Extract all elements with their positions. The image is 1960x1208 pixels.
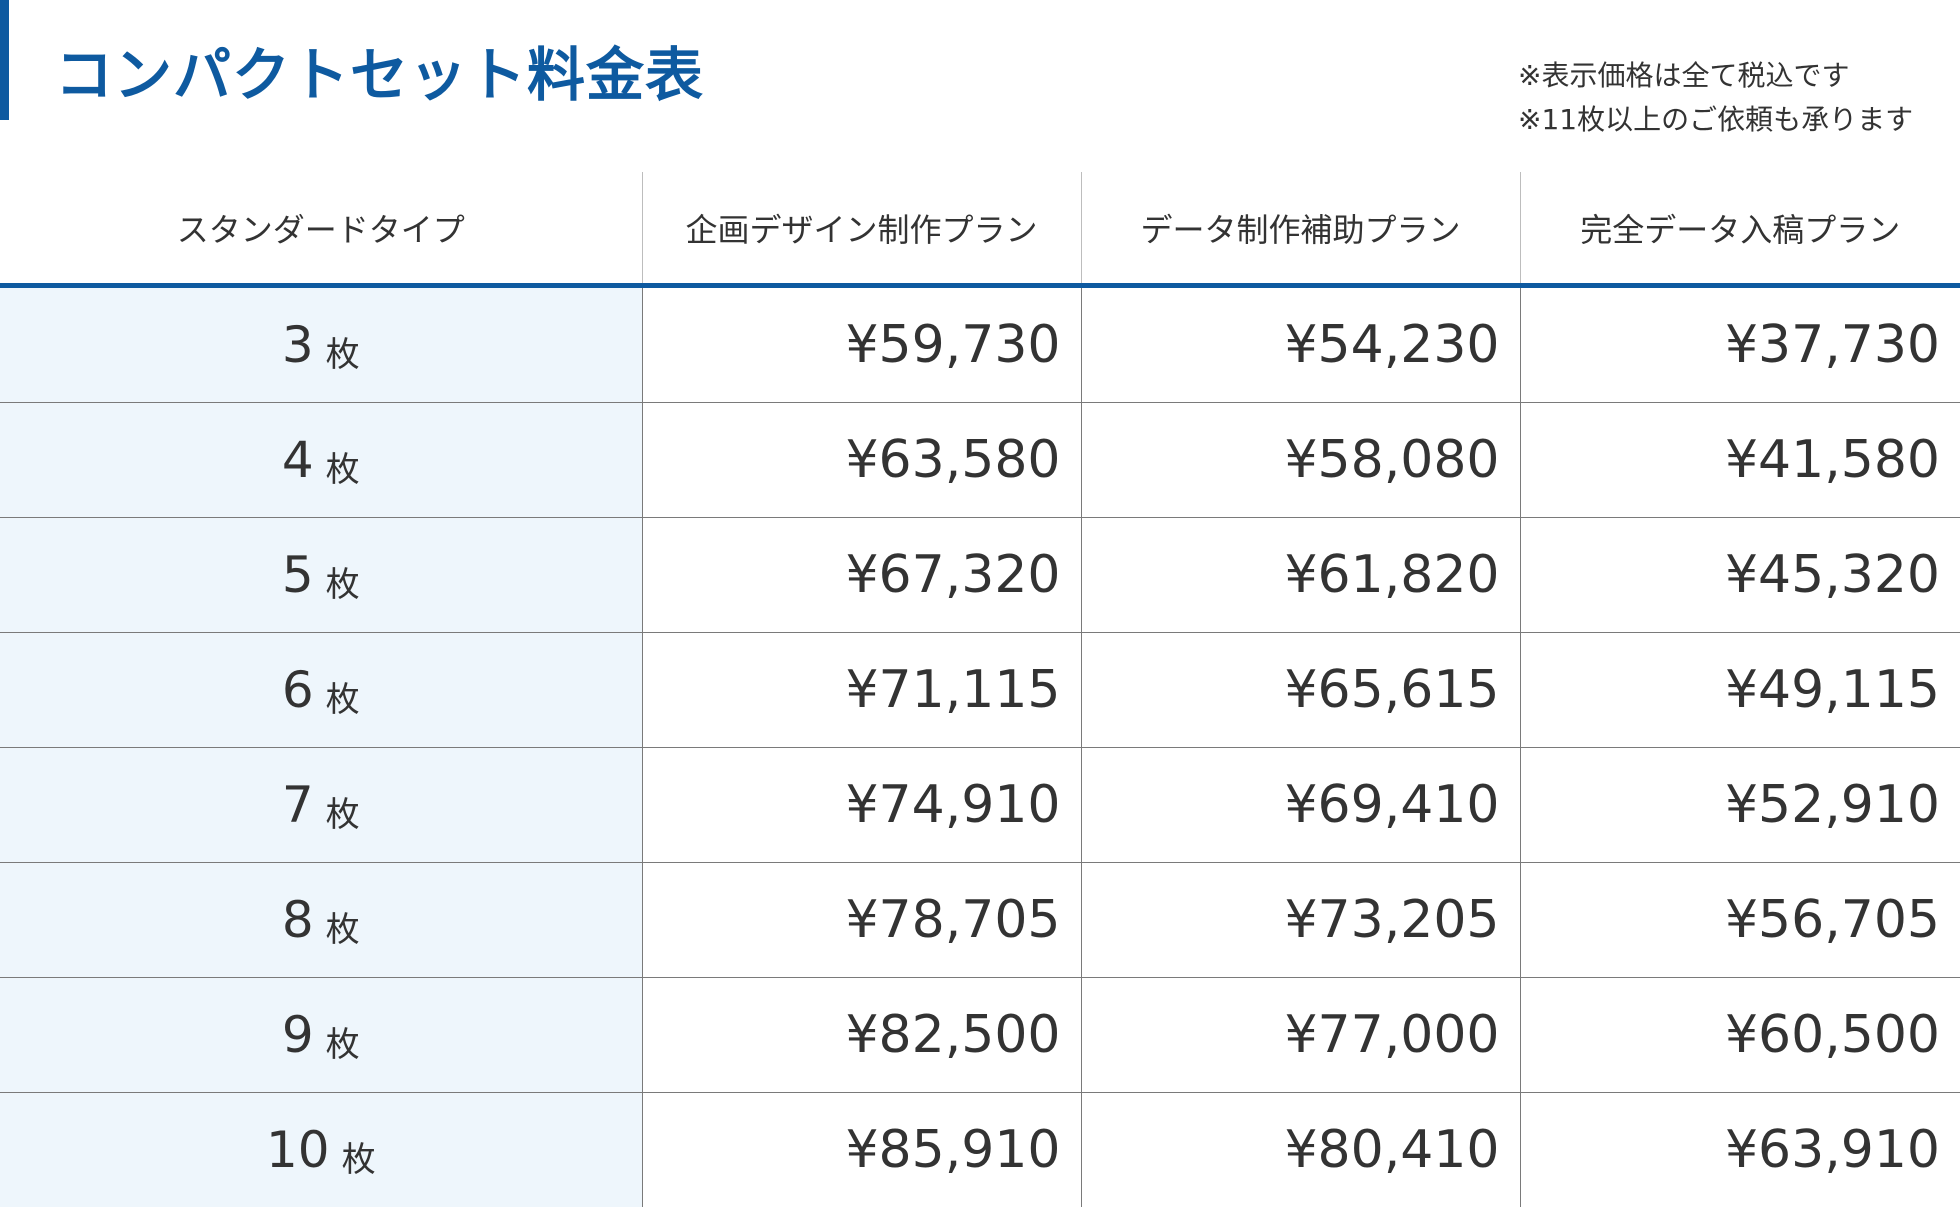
quantity-unit: 枚: [341, 1140, 376, 1180]
price-design-plan: ¥59,730: [641, 285, 1081, 403]
price-design-plan: ¥63,580: [641, 402, 1081, 518]
quantity-value: 6: [281, 661, 314, 719]
quantity-unit: 枚: [325, 1025, 360, 1065]
price-complete-data-plan: ¥63,910: [1519, 1092, 1960, 1207]
price-design-plan: ¥71,115: [641, 632, 1081, 748]
price-complete-data-plan: ¥49,115: [1519, 632, 1960, 748]
quantity-value: 5: [281, 546, 314, 604]
quantity-unit: 枚: [325, 565, 360, 605]
quantity-value: 3: [281, 316, 314, 374]
quantity-unit: 枚: [325, 680, 360, 720]
quantity-value: 7: [281, 776, 314, 834]
quantity-value: 9: [281, 1006, 314, 1064]
price-complete-data-plan: ¥52,910: [1519, 747, 1960, 863]
price-table: スタンダードタイプ 企画デザイン制作プラン データ制作補助プラン 完全データ入稿…: [0, 172, 1960, 1207]
quantity-cell: 10 枚: [0, 1092, 642, 1207]
note-tax-included: ※表示価格は全て税込です: [1518, 59, 1850, 92]
price-data-support-plan: ¥77,000: [1080, 977, 1520, 1093]
price-data-support-plan: ¥65,615: [1080, 632, 1520, 748]
quantity-unit: 枚: [325, 335, 360, 375]
page-title: コンパクトセット料金表: [55, 41, 705, 109]
price-data-support-plan: ¥61,820: [1080, 517, 1520, 633]
quantity-unit: 枚: [325, 795, 360, 835]
header-standard-type: スタンダードタイプ: [0, 172, 642, 288]
table-row: 10 枚 ¥85,910 ¥80,410 ¥63,910: [0, 1092, 1960, 1207]
price-data-support-plan: ¥54,230: [1080, 285, 1520, 403]
quantity-value: 4: [281, 431, 314, 489]
title-accent-bar: [0, 0, 9, 120]
price-data-support-plan: ¥80,410: [1080, 1092, 1520, 1207]
price-complete-data-plan: ¥37,730: [1519, 285, 1960, 403]
note-more-than-11: ※11枚以上のご依頼も承ります: [1518, 103, 1914, 136]
quantity-value: 10: [265, 1121, 330, 1179]
price-design-plan: ¥78,705: [641, 862, 1081, 978]
price-data-support-plan: ¥58,080: [1080, 402, 1520, 518]
notes: ※表示価格は全て税込です ※11枚以上のご依頼も承ります: [1518, 54, 1913, 142]
price-complete-data-plan: ¥56,705: [1519, 862, 1960, 978]
price-design-plan: ¥82,500: [641, 977, 1081, 1093]
header-design-plan: 企画デザイン制作プラン: [641, 172, 1081, 288]
price-complete-data-plan: ¥41,580: [1519, 402, 1960, 518]
table-header-row: スタンダードタイプ 企画デザイン制作プラン データ制作補助プラン 完全データ入稿…: [0, 172, 1960, 288]
price-complete-data-plan: ¥60,500: [1519, 977, 1960, 1093]
price-design-plan: ¥67,320: [641, 517, 1081, 633]
price-design-plan: ¥74,910: [641, 747, 1081, 863]
price-design-plan: ¥85,910: [641, 1092, 1081, 1207]
header-complete-data-plan: 完全データ入稿プラン: [1519, 172, 1960, 288]
header-data-support-plan: データ制作補助プラン: [1080, 172, 1520, 288]
quantity-unit: 枚: [325, 910, 360, 950]
quantity-value: 8: [281, 891, 314, 949]
price-complete-data-plan: ¥45,320: [1519, 517, 1960, 633]
price-data-support-plan: ¥73,205: [1080, 862, 1520, 978]
price-data-support-plan: ¥69,410: [1080, 747, 1520, 863]
quantity-unit: 枚: [325, 450, 360, 490]
